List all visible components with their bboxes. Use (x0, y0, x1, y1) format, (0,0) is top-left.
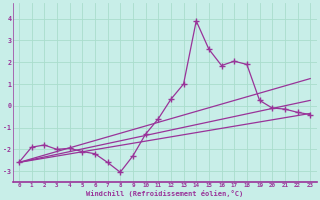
X-axis label: Windchill (Refroidissement éolien,°C): Windchill (Refroidissement éolien,°C) (86, 190, 243, 197)
